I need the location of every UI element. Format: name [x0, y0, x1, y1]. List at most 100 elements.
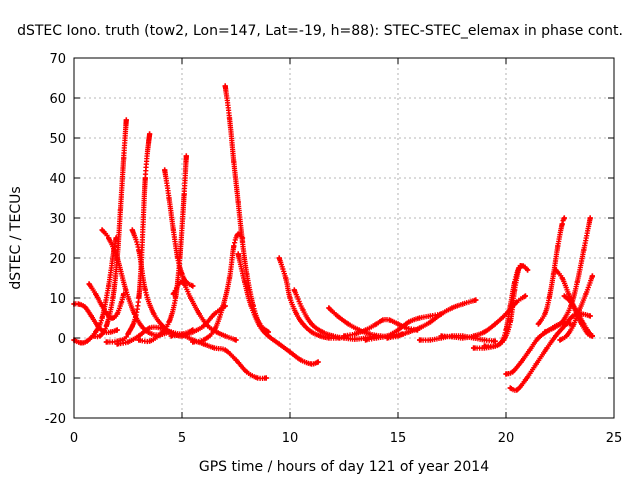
- data-point: [373, 321, 379, 327]
- data-point: [108, 329, 114, 335]
- data-series-arc28: [535, 215, 567, 327]
- data-point: [97, 333, 103, 339]
- data-point: [149, 331, 155, 337]
- data-point: [492, 338, 498, 344]
- x-tick-label: 25: [606, 431, 623, 446]
- data-point: [86, 281, 92, 287]
- data-point: [557, 337, 563, 343]
- data-point: [555, 243, 561, 249]
- data-point: [93, 329, 99, 335]
- data-point: [544, 345, 550, 351]
- y-tick-label: 40: [49, 172, 66, 187]
- data-point: [226, 115, 233, 121]
- data-point: [449, 334, 455, 340]
- data-point: [404, 325, 410, 331]
- data-point: [527, 347, 533, 353]
- plus-markers: [235, 251, 321, 367]
- data-point: [170, 291, 176, 297]
- data-point: [561, 323, 567, 329]
- data-point: [550, 271, 557, 277]
- data-point: [492, 321, 498, 327]
- data-point: [121, 155, 127, 161]
- data-point: [181, 191, 187, 197]
- data-point: [110, 295, 116, 301]
- data-point: [581, 321, 587, 327]
- data-point: [157, 331, 163, 337]
- data-point: [438, 311, 444, 317]
- data-point: [509, 369, 516, 375]
- data-point: [151, 311, 157, 317]
- data-point: [587, 313, 593, 319]
- data-point: [559, 221, 565, 227]
- data-point: [550, 325, 557, 331]
- data-point: [147, 131, 153, 137]
- data-point: [507, 303, 513, 309]
- x-tick-label: 5: [178, 431, 186, 446]
- data-point: [220, 303, 226, 309]
- data-point: [499, 339, 505, 345]
- data-point: [172, 295, 179, 301]
- data-point: [276, 255, 282, 261]
- data-point: [460, 335, 466, 341]
- data-point: [188, 295, 194, 301]
- data-point: [481, 337, 487, 343]
- data-series-arc11: [168, 332, 269, 381]
- data-point: [542, 329, 548, 335]
- data-point: [231, 243, 237, 249]
- data-point: [309, 361, 315, 367]
- data-point: [88, 313, 94, 319]
- y-axis-label: dSTEC / TECUs: [8, 186, 24, 289]
- data-point: [75, 301, 81, 307]
- data-point: [507, 385, 513, 391]
- data-point: [123, 287, 129, 293]
- data-series-arc22: [417, 333, 498, 344]
- data-series-arc21: [384, 297, 479, 341]
- data-point: [317, 333, 323, 339]
- data-point: [334, 313, 341, 319]
- y-tick-label: 0: [58, 332, 66, 347]
- data-point: [129, 227, 135, 233]
- data-point: [309, 321, 315, 327]
- data-point: [516, 265, 522, 271]
- data-series-arc32: [561, 293, 595, 339]
- data-point: [179, 332, 185, 338]
- data-point: [559, 275, 565, 281]
- data-point: [449, 305, 455, 311]
- data-point: [142, 287, 148, 293]
- data-point: [103, 323, 109, 329]
- data-series-arc13: [190, 231, 246, 345]
- data-point: [574, 279, 580, 285]
- data-point: [563, 333, 570, 339]
- data-point: [114, 327, 120, 333]
- data-point: [330, 333, 336, 339]
- data-point: [205, 323, 211, 329]
- data-point: [117, 207, 123, 213]
- data-point: [520, 263, 526, 269]
- data-point: [231, 159, 237, 165]
- data-point: [514, 387, 520, 393]
- data-point: [99, 303, 105, 309]
- data-point: [287, 295, 293, 301]
- data-point: [525, 267, 531, 273]
- data-point: [196, 311, 202, 317]
- data-series-arc15: [235, 251, 321, 367]
- data-point: [136, 337, 142, 343]
- data-point: [417, 337, 423, 343]
- data-point: [514, 299, 520, 305]
- data-point: [211, 345, 217, 351]
- data-series-arc14: [222, 83, 271, 335]
- data-series-arc16: [276, 255, 343, 341]
- data-series-arc12: [170, 279, 239, 343]
- data-point: [460, 301, 466, 307]
- data-point: [166, 319, 172, 325]
- data-point: [481, 329, 487, 335]
- data-point: [589, 273, 595, 279]
- data-point: [473, 297, 479, 303]
- data-point: [471, 333, 477, 339]
- data-point: [255, 375, 261, 381]
- data-point: [492, 343, 498, 349]
- data-point: [114, 311, 120, 317]
- data-point: [535, 335, 541, 341]
- data-point: [533, 361, 539, 367]
- plus-markers: [162, 167, 196, 289]
